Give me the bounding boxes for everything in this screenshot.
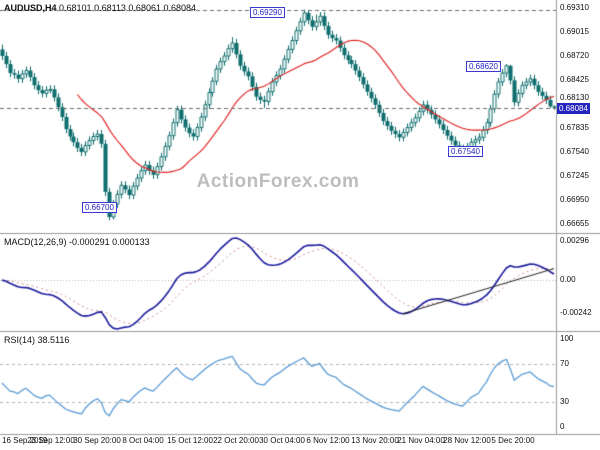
- price-axis-label: 0.68425: [560, 74, 589, 84]
- macd-axis-label: -0.00242: [560, 307, 592, 317]
- price-annotation: 0.67540: [448, 146, 483, 157]
- price-annotation: 0.69290: [250, 7, 285, 18]
- symbol-label: AUDUSD,H4: [4, 3, 57, 13]
- x-axis-label: 23 Sep 12:00: [27, 436, 75, 445]
- macd-axis-label: 0.00296: [560, 236, 589, 245]
- rsi-value: 38.5116: [37, 335, 70, 345]
- x-axis-label: 8 Oct 04:00: [122, 436, 164, 445]
- rsi-axis-label: 0: [560, 422, 565, 431]
- price-axis-label: 0.69015: [560, 26, 589, 36]
- macd-header: MACD(12,26,9) -0.000291 0.000133: [4, 237, 150, 247]
- price-axis-label: 0.69310: [560, 2, 589, 12]
- price-axis-label: 0.68130: [560, 92, 589, 102]
- x-axis-label: 22 Oct 20:00: [213, 436, 259, 445]
- watermark: ActionForex.com: [196, 171, 360, 192]
- symbol-header: AUDUSD,H4 0.68101 0.68113 0.68061 0.6808…: [4, 3, 196, 13]
- rsi-header: RSI(14) 38.5116: [4, 335, 69, 345]
- ohlc-values: 0.68101 0.68113 0.68061 0.68084: [59, 3, 196, 13]
- price-annotation: 0.68620: [466, 61, 501, 72]
- x-axis-label: 30 Oct 04:00: [259, 436, 305, 445]
- rsi-axis-label: 70: [560, 359, 569, 369]
- rsi-axis-label: 100: [560, 334, 574, 343]
- macd-axis-label: 0.00: [560, 275, 576, 285]
- price-axis-label: 0.67835: [560, 122, 589, 132]
- x-axis-label: 28 Nov 12:00: [443, 436, 491, 445]
- price-axis-label: 0.67540: [560, 146, 589, 156]
- price-axis-label: 0.67245: [560, 170, 589, 180]
- bid-price-box: 0.68084: [557, 103, 590, 114]
- x-axis-label: 15 Oct 12:00: [167, 436, 213, 445]
- macd-label: MACD(12,26,9): [4, 237, 67, 247]
- x-axis-label: 5 Dec 20:00: [491, 436, 535, 445]
- x-axis-label: 21 Nov 04:00: [397, 436, 445, 445]
- price-axis-label: 0.66655: [560, 218, 589, 228]
- price-annotation: 0.66700: [82, 202, 117, 213]
- rsi-axis-label: 30: [560, 396, 569, 406]
- price-axis-label: 0.66950: [560, 194, 589, 204]
- x-axis-label: 13 Nov 20:00: [351, 436, 399, 445]
- x-axis-label: 16 Sep 2019: [2, 436, 48, 445]
- price-axis-label: 0.68720: [560, 50, 589, 60]
- x-axis-label: 6 Nov 12:00: [306, 436, 350, 445]
- x-axis-label: 30 Sep 20:00: [73, 436, 121, 445]
- macd-values: -0.000291 0.000133: [69, 237, 150, 247]
- rsi-label: RSI(14): [4, 335, 36, 345]
